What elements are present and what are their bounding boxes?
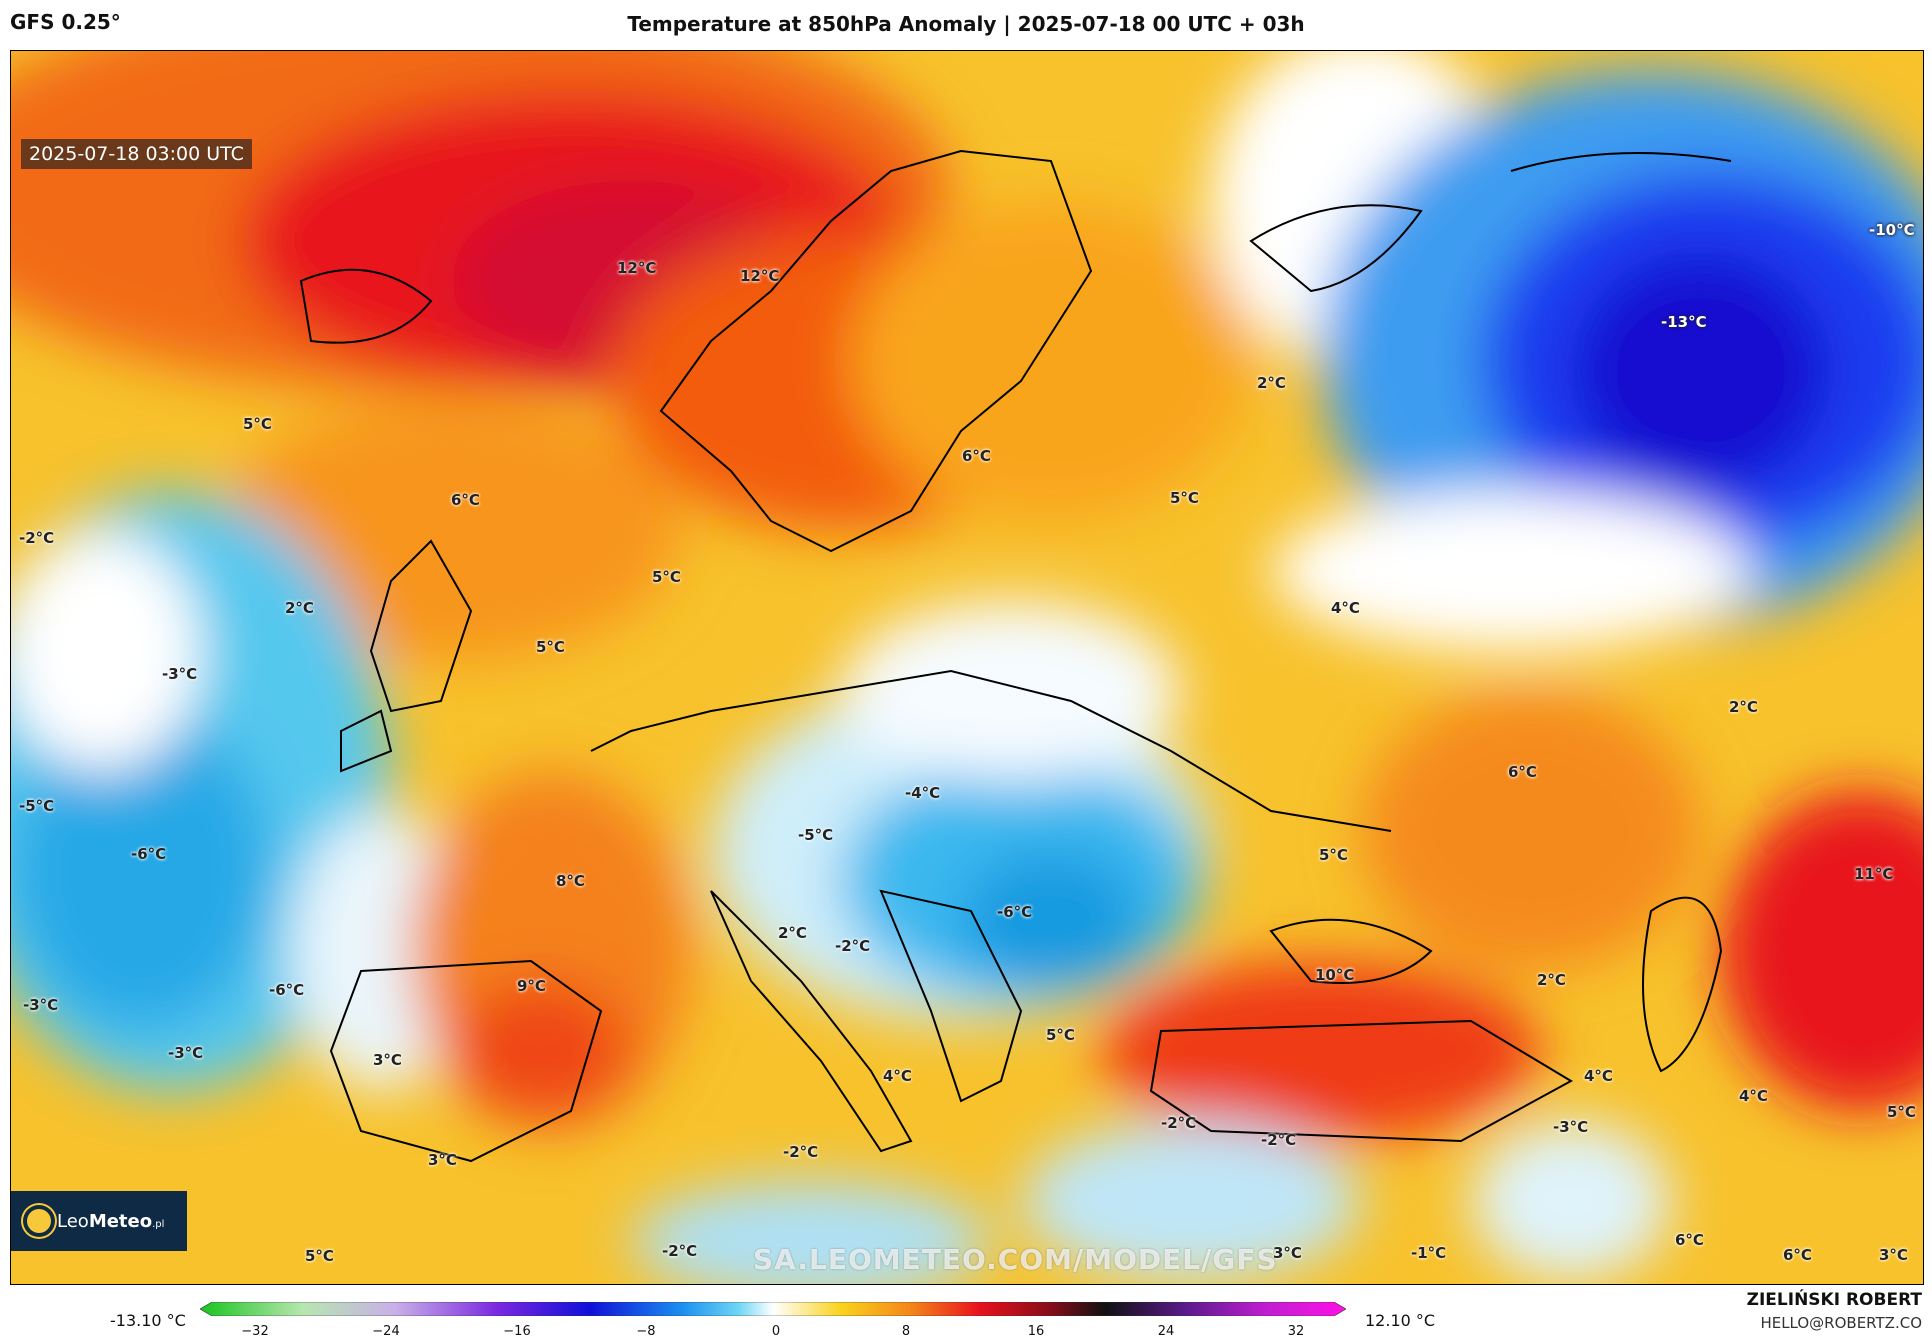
temp-label: -3°C bbox=[23, 996, 58, 1014]
leometeo-logo[interactable]: LeoMeteo.pl bbox=[11, 1191, 187, 1251]
temp-label: 5°C bbox=[536, 638, 565, 656]
temp-label: 4°C bbox=[883, 1067, 912, 1085]
temp-label: -2°C bbox=[1261, 1131, 1296, 1149]
temp-label: 2°C bbox=[1729, 698, 1758, 716]
temp-label: 6°C bbox=[1508, 763, 1537, 781]
colorbar-tick: −16 bbox=[503, 1324, 530, 1339]
temp-label: 5°C bbox=[243, 415, 272, 433]
temp-label: -10°C bbox=[1869, 221, 1915, 239]
temp-label: 6°C bbox=[451, 491, 480, 509]
temp-label: 4°C bbox=[1584, 1067, 1613, 1085]
temp-label: -6°C bbox=[131, 845, 166, 863]
temp-label: 5°C bbox=[1887, 1103, 1916, 1121]
temp-label: 5°C bbox=[305, 1247, 334, 1265]
colorbar-tick: −24 bbox=[372, 1324, 399, 1339]
temp-label: -2°C bbox=[19, 529, 54, 547]
temp-label: 2°C bbox=[285, 599, 314, 617]
temp-label: 2°C bbox=[1537, 971, 1566, 989]
temp-label: -1°C bbox=[1411, 1244, 1446, 1262]
logo-brand-bold: Meteo bbox=[89, 1211, 152, 1232]
temp-label: -6°C bbox=[997, 903, 1032, 921]
temp-label: -2°C bbox=[835, 937, 870, 955]
temp-label: 6°C bbox=[1783, 1246, 1812, 1264]
temp-label: 12°C bbox=[617, 259, 656, 277]
temp-label: 5°C bbox=[652, 568, 681, 586]
temp-label: 11°C bbox=[1854, 865, 1893, 883]
author-email[interactable]: HELLO@ROBERTZ.CO bbox=[1760, 1314, 1922, 1332]
temp-label: -13°C bbox=[1661, 313, 1707, 331]
colorbar-max-label: 12.10 °C bbox=[1365, 1311, 1435, 1330]
temp-label: 3°C bbox=[1879, 1246, 1908, 1264]
logo-suffix: .pl bbox=[152, 1219, 164, 1230]
colorbar-tick: 32 bbox=[1288, 1324, 1305, 1339]
author-name: ZIELIŃSKI ROBERT bbox=[1747, 1290, 1922, 1310]
temp-label: -5°C bbox=[19, 797, 54, 815]
colorbar bbox=[200, 1302, 1346, 1316]
colorbar-min-label: -13.10 °C bbox=[110, 1311, 186, 1330]
valid-time-stamp: 2025-07-18 03:00 UTC bbox=[21, 139, 252, 169]
temp-label: 6°C bbox=[1675, 1231, 1704, 1249]
temp-label: 4°C bbox=[1739, 1087, 1768, 1105]
colorbar-tick: 16 bbox=[1028, 1324, 1045, 1339]
anomaly-map[interactable]: 2025-07-18 03:00 UTC 12°C 12°C 5°C 6°C 6… bbox=[10, 50, 1924, 1285]
map-field bbox=[11, 51, 1923, 1284]
colorbar-tick: 8 bbox=[902, 1324, 910, 1339]
temp-label: -2°C bbox=[783, 1143, 818, 1161]
colorbar-tick: 0 bbox=[772, 1324, 780, 1339]
temp-label: 4°C bbox=[1331, 599, 1360, 617]
site-watermark: SA.LEOMETEO.COM/MODEL/GFS bbox=[753, 1243, 1278, 1276]
temp-label: -6°C bbox=[269, 981, 304, 999]
temp-label: 5°C bbox=[1046, 1026, 1075, 1044]
temp-label: -3°C bbox=[168, 1044, 203, 1062]
colorbar-tick: 24 bbox=[1158, 1324, 1175, 1339]
temp-label: 2°C bbox=[778, 924, 807, 942]
map-title: Temperature at 850hPa Anomaly | 2025-07-… bbox=[0, 12, 1932, 36]
temp-label: -5°C bbox=[798, 826, 833, 844]
temp-label: 12°C bbox=[740, 267, 779, 285]
temp-label: 8°C bbox=[556, 872, 585, 890]
temp-label: 5°C bbox=[1319, 846, 1348, 864]
temp-label: -3°C bbox=[162, 665, 197, 683]
sun-icon bbox=[27, 1209, 51, 1233]
temp-label: 3°C bbox=[373, 1051, 402, 1069]
temp-label: -3°C bbox=[1553, 1118, 1588, 1136]
temp-label: -2°C bbox=[662, 1242, 697, 1260]
temp-label: 10°C bbox=[1315, 966, 1354, 984]
temp-label: 2°C bbox=[1257, 374, 1286, 392]
logo-brand-light: Leo bbox=[57, 1211, 89, 1232]
temp-label: 5°C bbox=[1170, 489, 1199, 507]
temp-label: -2°C bbox=[1161, 1114, 1196, 1132]
colorbar-tick: −8 bbox=[636, 1324, 655, 1339]
temp-label: 6°C bbox=[962, 447, 991, 465]
temp-label: -4°C bbox=[905, 784, 940, 802]
temp-label: 9°C bbox=[517, 977, 546, 995]
temp-label: 3°C bbox=[428, 1151, 457, 1169]
colorbar-tick: −32 bbox=[241, 1324, 268, 1339]
